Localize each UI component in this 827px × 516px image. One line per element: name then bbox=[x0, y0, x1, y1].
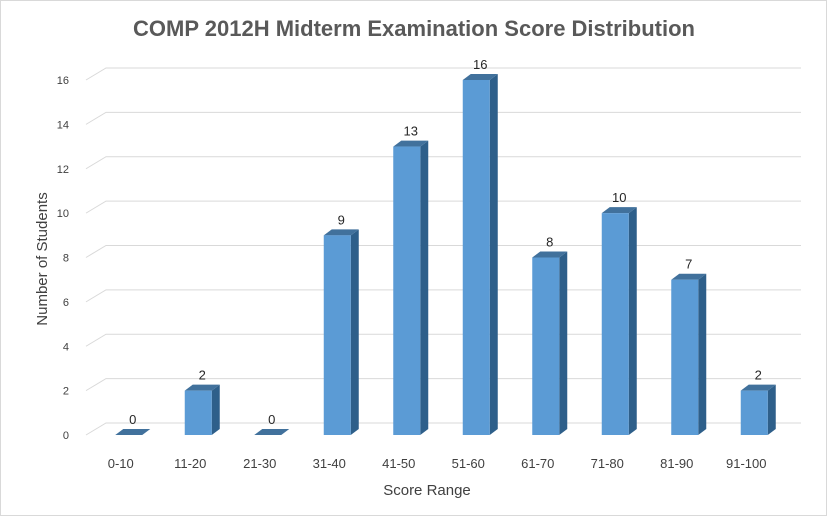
bar-front bbox=[184, 390, 212, 435]
bar-top bbox=[532, 251, 568, 258]
bar-side bbox=[767, 384, 776, 435]
bar-front bbox=[601, 213, 629, 435]
gridline-14 bbox=[85, 111, 801, 125]
gridline-10 bbox=[85, 200, 801, 214]
gridline-8 bbox=[85, 245, 801, 258]
category-labels: 0-10 11-20 21-30 31-40 41-50 51-60 61-70 71-80 8… bbox=[108, 456, 767, 471]
bars bbox=[115, 74, 776, 435]
bar-side bbox=[420, 140, 429, 435]
gridline-0 bbox=[85, 422, 801, 436]
x-tick-label: 61-70 bbox=[521, 456, 554, 471]
x-tick-label: 11-20 bbox=[174, 456, 206, 471]
bar-top bbox=[671, 273, 707, 280]
gridline-6 bbox=[85, 289, 801, 303]
data-label: 16 bbox=[473, 57, 487, 72]
data-label: 2 bbox=[199, 368, 206, 383]
bar-top bbox=[601, 207, 637, 214]
bar-side bbox=[489, 74, 498, 435]
y-tick-label: 14 bbox=[57, 119, 69, 131]
bar-61-70 bbox=[532, 251, 568, 435]
bar-top bbox=[740, 384, 776, 391]
gridline-4 bbox=[85, 333, 801, 347]
bar-top bbox=[184, 384, 220, 391]
bar-front bbox=[671, 279, 699, 435]
bar-41-50 bbox=[393, 140, 429, 435]
y-tick-label: 2 bbox=[63, 386, 69, 398]
y-tick-label: 16 bbox=[57, 75, 69, 87]
y-tick-label: 10 bbox=[57, 208, 69, 220]
data-label: 13 bbox=[404, 124, 418, 139]
x-tick-label: 0-10 bbox=[108, 456, 134, 471]
bar-front bbox=[323, 235, 351, 435]
bar-21-30 bbox=[254, 429, 290, 435]
x-tick-label: 51-60 bbox=[452, 456, 485, 471]
data-label: 0 bbox=[129, 412, 136, 427]
bar-top bbox=[462, 74, 498, 80]
bar-top bbox=[115, 429, 151, 435]
bar-front bbox=[393, 146, 421, 435]
gridline-16 bbox=[85, 67, 801, 81]
bar-side bbox=[559, 251, 568, 435]
y-tick-label: 4 bbox=[63, 341, 69, 353]
x-tick-label: 31-40 bbox=[313, 456, 346, 471]
gridlines bbox=[85, 67, 801, 436]
bar-0-10 bbox=[115, 429, 151, 435]
bar-side bbox=[628, 207, 637, 435]
data-label: 0 bbox=[268, 412, 275, 427]
gridline-2 bbox=[85, 378, 801, 392]
bar-31-40 bbox=[323, 229, 359, 435]
gridline-12 bbox=[85, 156, 801, 170]
bar-front bbox=[740, 390, 768, 435]
data-labels: 0 2 0 9 13 16 8 10 7 2 bbox=[129, 57, 762, 427]
bar-front bbox=[532, 257, 560, 435]
bar-side bbox=[698, 273, 707, 435]
x-axis-title: Score Range bbox=[383, 482, 471, 499]
data-label: 10 bbox=[612, 190, 626, 205]
data-label: 7 bbox=[685, 257, 692, 272]
data-label: 9 bbox=[338, 212, 345, 227]
x-tick-label: 21-30 bbox=[243, 456, 276, 471]
bar-top bbox=[254, 429, 290, 435]
x-tick-label: 81-90 bbox=[660, 456, 693, 471]
bar-front bbox=[462, 80, 490, 435]
bar-side bbox=[211, 384, 220, 435]
y-tick-label: 6 bbox=[63, 297, 69, 309]
bar-81-90 bbox=[671, 273, 707, 435]
bar-71-80 bbox=[601, 207, 637, 435]
y-tick-label: 0 bbox=[63, 430, 69, 442]
y-tick-label: 12 bbox=[57, 164, 69, 176]
x-tick-label: 91-100 bbox=[726, 456, 766, 471]
y-tick-label: 8 bbox=[63, 253, 69, 265]
bar-top bbox=[393, 140, 429, 147]
chart-title: COMP 2012H Midterm Examination Score Dis… bbox=[133, 16, 695, 41]
data-label: 2 bbox=[755, 368, 762, 383]
bar-51-60 bbox=[462, 74, 498, 435]
y-tick-labels: 0 2 4 6 8 10 12 14 16 bbox=[57, 75, 69, 442]
data-label: 8 bbox=[546, 235, 553, 250]
bar-top bbox=[323, 229, 359, 236]
bar-91-100 bbox=[740, 384, 776, 435]
x-tick-label: 71-80 bbox=[591, 456, 624, 471]
bar-side bbox=[350, 229, 359, 435]
bar-11-20 bbox=[184, 384, 220, 435]
x-tick-label: 41-50 bbox=[382, 456, 415, 471]
y-axis-title: Number of Students bbox=[34, 192, 51, 325]
